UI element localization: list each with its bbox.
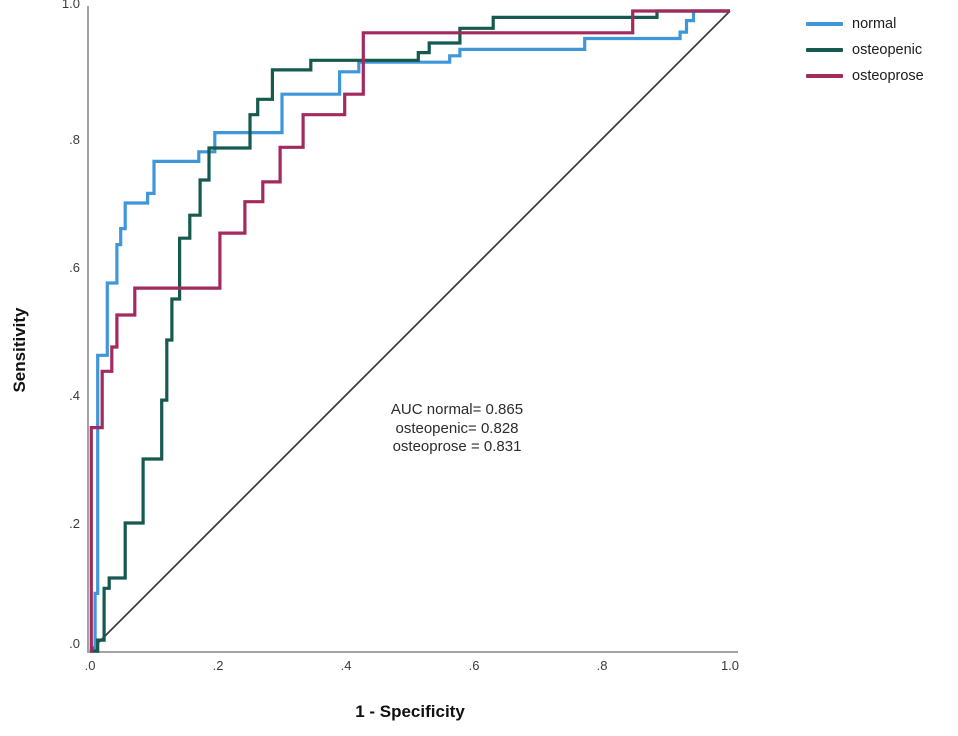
y-axis-title: Sensitivity [10, 307, 29, 393]
legend-label-osteoprose: osteoprose [852, 68, 924, 84]
y-tick-08: .8 [69, 132, 80, 147]
y-tick-10: 1.0 [61, 0, 80, 11]
auc-annotation-line-3: osteoprose = 0.831 [392, 438, 522, 455]
y-tick-06: .6 [69, 260, 80, 275]
x-tick-02: .2 [212, 658, 224, 673]
roc-curve-osteoprose [89, 9, 730, 653]
x-tick-06: .6 [468, 658, 480, 673]
auc-annotation-line-1: AUC normal= 0.865 [390, 401, 524, 418]
legend-item-osteoprose: osteoprose [806, 63, 924, 89]
x-tick-10: 1.0 [720, 658, 740, 673]
x-tick-04: .4 [340, 658, 352, 673]
legend-swatch-normal-icon [806, 22, 843, 26]
x-tick-08: .8 [596, 658, 608, 673]
x-tick-0: .0 [84, 658, 96, 673]
roc-curve-osteopenic [90, 9, 730, 653]
legend-item-normal: normal [806, 11, 924, 37]
legend-swatch-osteopenic-icon [806, 48, 843, 52]
y-tick-02: .2 [69, 516, 80, 531]
legend-item-osteopenic: osteopenic [806, 37, 924, 63]
legend-label-osteopenic: osteopenic [852, 42, 923, 58]
y-tick-04: .4 [69, 388, 80, 403]
auc-annotation-line-2: osteopenic= 0.828 [395, 419, 519, 437]
roc-curve-normal [90, 9, 730, 653]
x-axis-title: 1 - Specificity [355, 702, 465, 721]
legend-label-normal: normal [852, 16, 897, 32]
legend-swatch-osteoprose-icon [806, 74, 843, 78]
y-tick-0: .0 [69, 636, 80, 651]
legend: normal osteopenic osteoprose [806, 11, 924, 89]
reference-diagonal-line [89, 10, 731, 652]
auc-annotation: AUC normal= 0.865 osteopenic= 0.828 oste… [347, 401, 567, 457]
